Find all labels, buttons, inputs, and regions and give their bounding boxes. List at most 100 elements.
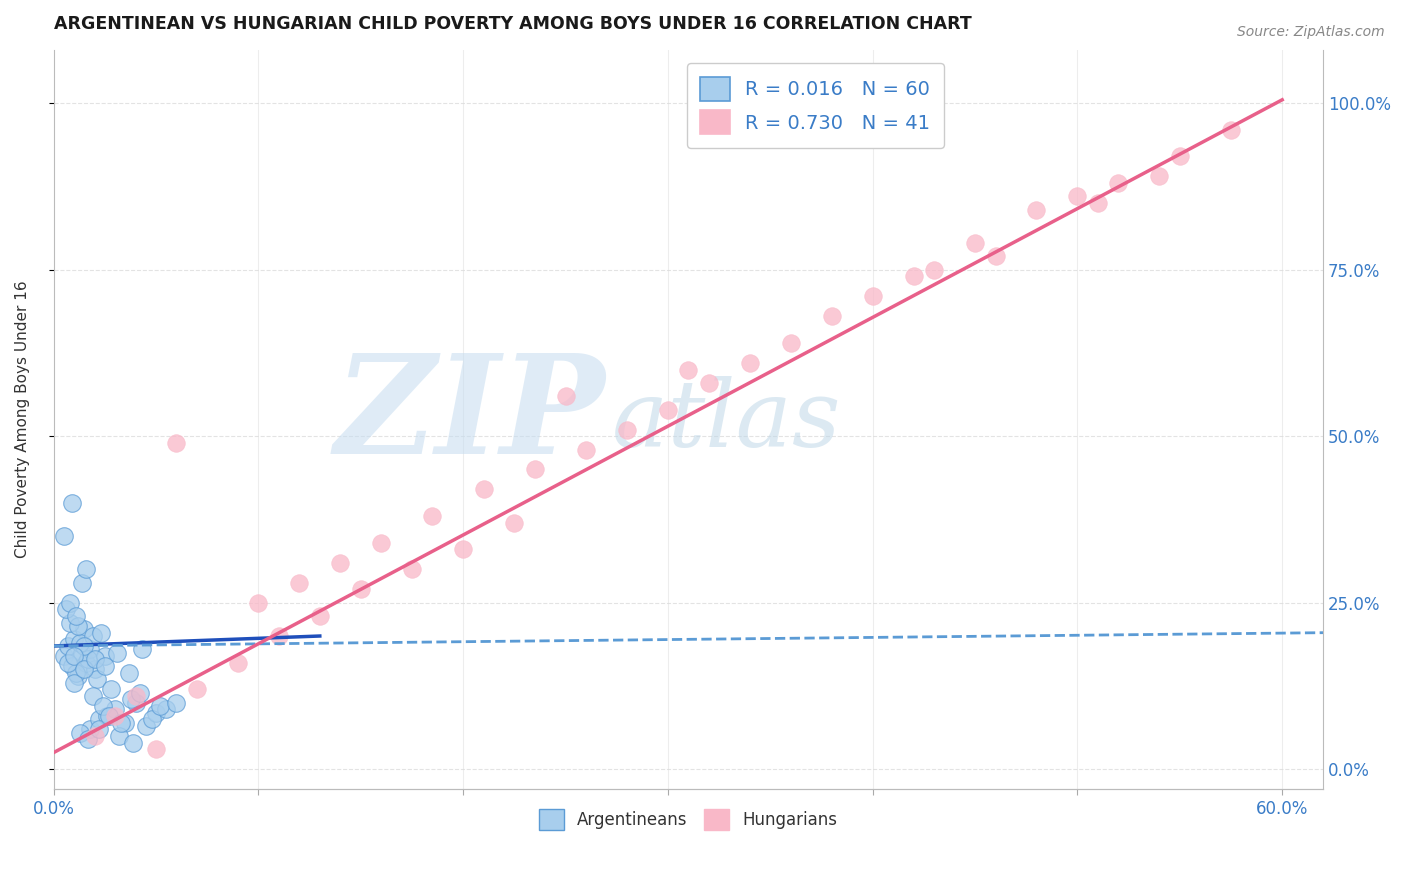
Point bbox=[963, 235, 986, 250]
Point bbox=[60, 659, 83, 673]
Point bbox=[984, 249, 1007, 263]
Point bbox=[86, 673, 108, 687]
Point bbox=[247, 596, 270, 610]
Point bbox=[1149, 169, 1171, 184]
Point bbox=[166, 696, 188, 710]
Point bbox=[329, 556, 352, 570]
Point bbox=[288, 575, 311, 590]
Point bbox=[69, 635, 91, 649]
Point bbox=[56, 656, 79, 670]
Point bbox=[63, 648, 86, 663]
Point bbox=[75, 562, 97, 576]
Point bbox=[77, 732, 100, 747]
Point bbox=[903, 269, 925, 284]
Point bbox=[226, 656, 249, 670]
Point bbox=[616, 423, 638, 437]
Point bbox=[575, 442, 598, 457]
Point bbox=[422, 509, 444, 524]
Point bbox=[135, 719, 157, 733]
Point bbox=[108, 729, 131, 743]
Point bbox=[73, 639, 96, 653]
Point bbox=[141, 712, 163, 726]
Point bbox=[1107, 176, 1129, 190]
Legend: Argentineans, Hungarians: Argentineans, Hungarians bbox=[533, 803, 845, 837]
Point bbox=[65, 665, 87, 680]
Point bbox=[65, 609, 87, 624]
Point bbox=[87, 723, 110, 737]
Point bbox=[451, 542, 474, 557]
Point bbox=[145, 706, 167, 720]
Text: Source: ZipAtlas.com: Source: ZipAtlas.com bbox=[1237, 25, 1385, 39]
Point bbox=[114, 715, 136, 730]
Point bbox=[370, 535, 392, 549]
Point bbox=[779, 335, 801, 350]
Point bbox=[128, 685, 150, 699]
Point bbox=[657, 402, 679, 417]
Point bbox=[59, 596, 82, 610]
Point bbox=[100, 682, 122, 697]
Point bbox=[697, 376, 720, 390]
Point bbox=[90, 625, 112, 640]
Point bbox=[83, 652, 105, 666]
Point bbox=[91, 698, 114, 713]
Point bbox=[104, 709, 127, 723]
Point bbox=[72, 575, 94, 590]
Point bbox=[308, 609, 330, 624]
Point bbox=[59, 615, 82, 630]
Point bbox=[67, 669, 90, 683]
Text: ARGENTINEAN VS HUNGARIAN CHILD POVERTY AMONG BOYS UNDER 16 CORRELATION CHART: ARGENTINEAN VS HUNGARIAN CHILD POVERTY A… bbox=[53, 15, 972, 33]
Point bbox=[503, 516, 526, 530]
Point bbox=[149, 698, 172, 713]
Point bbox=[63, 675, 86, 690]
Point bbox=[166, 435, 188, 450]
Point bbox=[63, 632, 86, 647]
Point bbox=[104, 702, 127, 716]
Point bbox=[472, 483, 495, 497]
Point bbox=[120, 692, 142, 706]
Point bbox=[67, 619, 90, 633]
Point bbox=[83, 662, 105, 676]
Point bbox=[821, 310, 844, 324]
Point bbox=[678, 362, 700, 376]
Point bbox=[1066, 189, 1088, 203]
Point bbox=[118, 665, 141, 680]
Point bbox=[155, 702, 177, 716]
Point bbox=[73, 623, 96, 637]
Point bbox=[401, 562, 423, 576]
Text: atlas: atlas bbox=[612, 376, 842, 466]
Point bbox=[186, 682, 208, 697]
Point bbox=[73, 662, 96, 676]
Point bbox=[124, 696, 146, 710]
Point bbox=[97, 709, 120, 723]
Point bbox=[862, 289, 884, 303]
Point bbox=[82, 689, 104, 703]
Point bbox=[52, 529, 75, 543]
Point bbox=[145, 742, 167, 756]
Point bbox=[1025, 202, 1047, 217]
Point bbox=[55, 602, 77, 616]
Point bbox=[94, 648, 117, 663]
Point bbox=[96, 709, 118, 723]
Point bbox=[267, 629, 290, 643]
Point bbox=[105, 646, 128, 660]
Point bbox=[60, 496, 83, 510]
Point bbox=[79, 642, 101, 657]
Point bbox=[82, 629, 104, 643]
Point bbox=[523, 462, 546, 476]
Point bbox=[56, 639, 79, 653]
Point bbox=[110, 715, 132, 730]
Point bbox=[554, 389, 576, 403]
Point bbox=[94, 659, 117, 673]
Point bbox=[52, 648, 75, 663]
Point bbox=[1087, 196, 1109, 211]
Point bbox=[131, 642, 153, 657]
Point bbox=[69, 725, 91, 739]
Point bbox=[124, 689, 146, 703]
Point bbox=[87, 712, 110, 726]
Point bbox=[72, 646, 94, 660]
Point bbox=[122, 736, 145, 750]
Point bbox=[738, 356, 761, 370]
Point bbox=[922, 262, 945, 277]
Point bbox=[77, 652, 100, 666]
Point bbox=[350, 582, 373, 597]
